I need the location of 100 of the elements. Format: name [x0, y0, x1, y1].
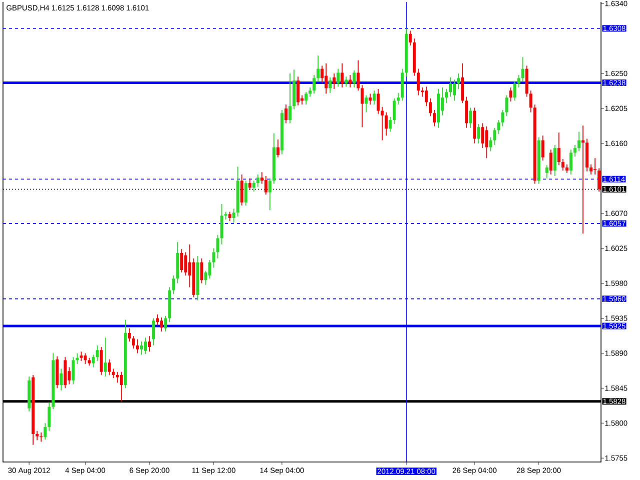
candlestick — [388, 116, 392, 132]
candlestick — [505, 94, 508, 117]
candlestick — [509, 87, 512, 102]
candlestick — [164, 315, 168, 332]
candlestick — [100, 346, 103, 376]
candlestick — [284, 104, 288, 124]
candlestick — [553, 144, 556, 176]
candlestick — [212, 248, 216, 268]
candlestick — [116, 371, 119, 384]
candlestick — [140, 341, 143, 356]
candlestick — [549, 149, 552, 175]
candlestick — [152, 318, 155, 346]
candlestick — [396, 92, 400, 106]
candlestick — [485, 126, 488, 159]
candlestick — [316, 55, 320, 82]
candlestick — [128, 328, 131, 342]
candlestick — [356, 60, 360, 92]
candlestick — [493, 127, 496, 146]
candlestick — [80, 351, 83, 362]
candlestick — [541, 135, 544, 161]
candlestick — [477, 124, 480, 144]
candlestick — [545, 164, 548, 179]
candlestick — [513, 80, 516, 102]
candlestick — [244, 180, 248, 206]
candlestick — [84, 352, 87, 365]
candlestick — [457, 73, 460, 90]
candlestick — [416, 68, 420, 96]
candlestick — [501, 110, 504, 127]
candlestick — [296, 76, 300, 106]
candlestick — [336, 68, 340, 88]
candlestick — [108, 358, 111, 376]
candlestick — [481, 122, 484, 149]
candlestick — [144, 337, 147, 354]
candlestick — [424, 86, 428, 107]
candlestick — [376, 88, 380, 114]
candlestick — [60, 368, 63, 391]
candlestick — [589, 164, 592, 175]
candlestick — [598, 168, 600, 192]
candlestick — [120, 371, 123, 402]
candlestick — [240, 174, 244, 206]
candlestick — [573, 144, 576, 158]
candlestick — [348, 74, 352, 88]
candlestick — [264, 176, 268, 196]
candlestick — [288, 73, 292, 124]
candlestick — [324, 62, 328, 94]
candlestick — [453, 79, 456, 102]
candlestick — [132, 336, 135, 349]
candlestick — [428, 98, 432, 117]
candlestick — [92, 354, 95, 368]
candlestick — [248, 178, 252, 190]
candlestick — [184, 252, 188, 276]
candlestick — [256, 174, 260, 188]
candlestick — [408, 30, 412, 46]
candlestick — [268, 178, 272, 211]
candlestick — [112, 368, 115, 379]
candlestick — [380, 106, 384, 141]
candlestick — [469, 107, 472, 128]
candlestick — [557, 132, 560, 166]
candlestick — [529, 90, 532, 113]
candlestick — [449, 76, 452, 98]
candlestick — [332, 73, 336, 90]
candlestick — [160, 317, 164, 332]
candlestick — [340, 62, 344, 88]
candlestick — [104, 337, 107, 377]
candlestick — [48, 402, 51, 432]
candlestick — [432, 110, 436, 127]
candlestick — [497, 120, 500, 135]
candlestick — [200, 258, 204, 284]
candlestick — [44, 422, 47, 440]
candlestick — [36, 430, 39, 441]
candlestick — [232, 208, 236, 224]
candlestick — [136, 338, 139, 354]
candlestick — [465, 96, 468, 128]
candlestick — [172, 275, 176, 295]
candlestick — [384, 112, 388, 136]
candlestick — [180, 248, 184, 273]
candlestick — [344, 76, 348, 88]
candlestick — [577, 131, 580, 152]
candlestick — [328, 76, 332, 94]
candlestick — [308, 87, 312, 98]
candlestick — [228, 211, 232, 222]
candlestick — [276, 139, 280, 158]
candlestick — [461, 62, 464, 104]
candlestick — [216, 234, 220, 259]
candlestick — [569, 149, 572, 175]
candlestick — [148, 336, 151, 352]
candlestick — [594, 158, 596, 175]
candlestick — [489, 136, 492, 152]
candlestick — [445, 88, 448, 104]
candlestick — [360, 84, 364, 128]
candlestick — [208, 260, 212, 280]
candlestick — [304, 92, 308, 106]
candlestick — [517, 74, 520, 88]
candlestick — [252, 180, 256, 192]
candlestick — [392, 98, 396, 124]
candlestick — [312, 74, 316, 94]
candlestick — [364, 94, 368, 113]
candlestick — [96, 344, 99, 362]
candlestick — [156, 314, 160, 326]
candlestick — [561, 158, 564, 172]
